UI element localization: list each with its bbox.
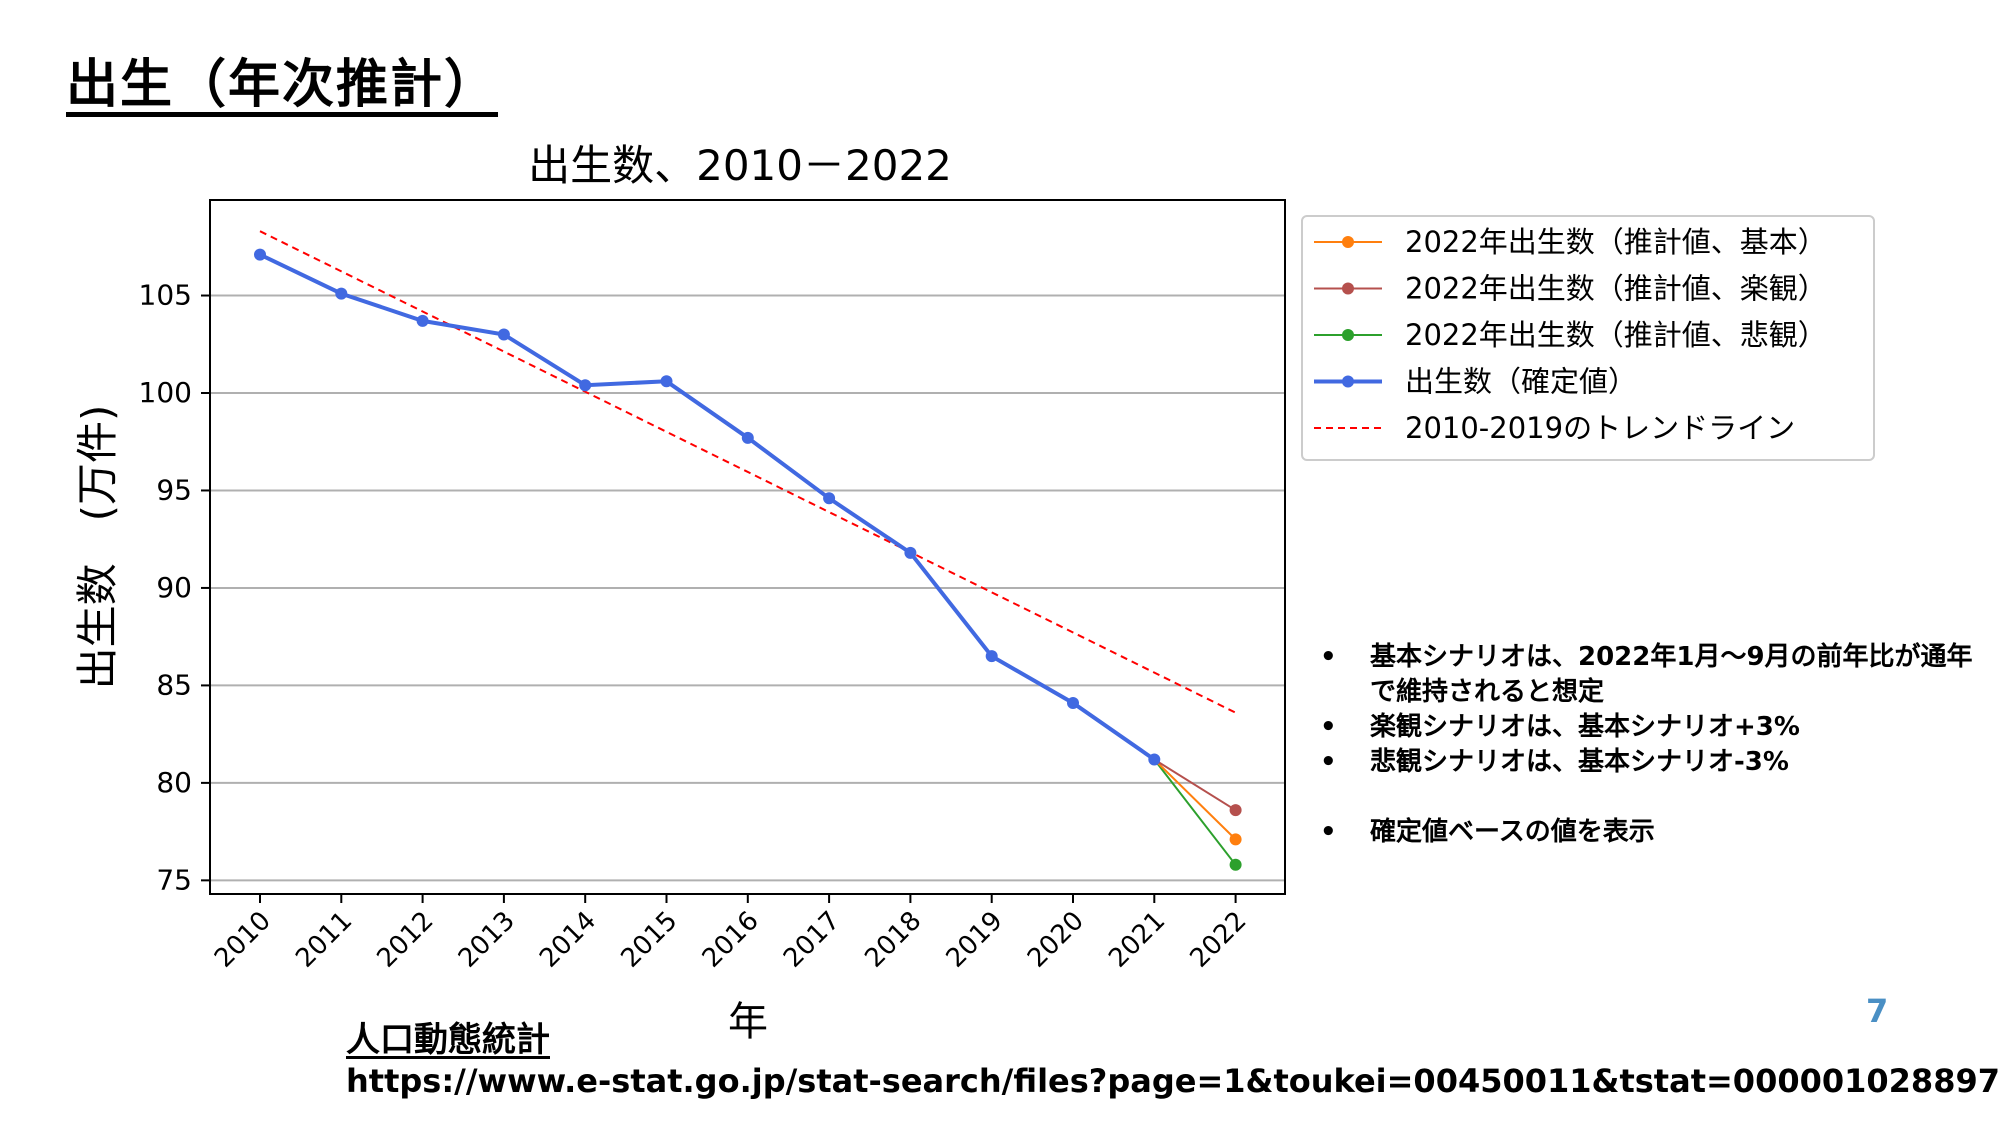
- x-tick-label: 2013: [453, 906, 521, 974]
- data-point: [335, 287, 348, 300]
- series-line: [1153, 758, 1237, 841]
- x-tick-label: 2015: [615, 906, 683, 974]
- note-confirmed-values: 確定値ベースの値を表示: [1320, 815, 1980, 850]
- series-line: [259, 252, 1156, 762]
- y-tick-label: 75: [156, 863, 192, 896]
- legend-marker: [1342, 329, 1354, 341]
- legend-label: 2022年出生数（推計値、悲観）: [1405, 318, 1827, 352]
- x-tick-label: 2017: [778, 906, 846, 974]
- data-point: [1148, 753, 1161, 766]
- source-title: 人口動態統計: [346, 1020, 550, 1060]
- legend: 2022年出生数（推計値、基本） 2022年出生数（推計値、楽観） 2022年出生数…: [1301, 215, 1875, 461]
- x-axis-ticks: 2010 2011 2012 2013 2014 2015 2016 2017 2018 2019…: [209, 894, 1253, 974]
- data-point: [823, 492, 836, 505]
- x-tick-label: 2011: [290, 906, 358, 974]
- x-tick-label: 2014: [534, 906, 602, 974]
- y-tick-label: 80: [156, 766, 192, 799]
- x-axis-label: 年: [728, 999, 768, 1045]
- x-tick-label: 2022: [1185, 906, 1253, 974]
- chart-title: 出生数、2010－2022: [528, 141, 952, 190]
- legend-marker: [1342, 375, 1354, 388]
- x-tick-label: 2021: [1103, 906, 1171, 974]
- x-tick-label: 2020: [1022, 906, 1090, 974]
- series-line: [259, 230, 1237, 714]
- data-point: [497, 328, 510, 341]
- x-tick-label: 2016: [697, 906, 765, 974]
- data-point: [1229, 833, 1242, 846]
- legend-frame: [1301, 215, 1875, 461]
- y-tick-label: 85: [156, 668, 192, 701]
- x-tick-label: 2019: [941, 906, 1009, 974]
- y-axis-ticks: 75 80 85 90 95 100 105: [139, 279, 210, 896]
- legend-label: 2022年出生数（推計値、楽観）: [1405, 272, 1827, 306]
- scenario-notes: 基本シナリオは、2022年1月～9月の前年比が通年で維持されると想定 楽観シナリ…: [1320, 640, 1980, 850]
- plot-area: [210, 200, 1285, 894]
- data-point: [1229, 804, 1242, 817]
- legend-marker: [1342, 236, 1354, 248]
- legend-label: 出生数（確定値）: [1405, 365, 1637, 399]
- data-point: [985, 650, 998, 663]
- data-point: [416, 314, 429, 327]
- x-tick-label: 2012: [372, 906, 440, 974]
- data-point: [1067, 696, 1079, 709]
- data-point: [741, 431, 754, 444]
- series-layer: [254, 230, 1242, 871]
- x-tick-label: 2010: [209, 906, 277, 974]
- note-optimistic-scenario: 楽観シナリオは、基本シナリオ+3%: [1320, 710, 1980, 745]
- y-tick-label: 95: [156, 473, 192, 506]
- data-point: [660, 375, 673, 388]
- gridlines: [210, 294, 1285, 882]
- data-point: [579, 379, 592, 392]
- plot-frame: [209, 199, 1286, 895]
- series-line: [1153, 758, 1237, 866]
- legend-label: 2010-2019のトレンドライン: [1405, 411, 1795, 445]
- y-tick-label: 100: [139, 376, 192, 409]
- y-axis-label: 出生数 (万件): [73, 405, 122, 690]
- y-tick-label: 90: [156, 571, 192, 604]
- page-number: 7: [1866, 992, 1889, 1030]
- source-url[interactable]: https://www.e-stat.go.jp/stat-search/fil…: [346, 1062, 2000, 1100]
- note-basic-scenario: 基本シナリオは、2022年1月～9月の前年比が通年で維持されると想定: [1320, 640, 1980, 710]
- slide-title: 出生（年次推計）: [66, 55, 499, 115]
- x-tick-label: 2018: [859, 906, 927, 974]
- series-line: [1153, 758, 1237, 812]
- legend-label: 2022年出生数（推計値、基本）: [1405, 225, 1827, 259]
- note-pessimistic-scenario: 悲観シナリオは、基本シナリオ-3%: [1320, 745, 1980, 780]
- data-point: [1229, 858, 1242, 871]
- y-tick-label: 105: [139, 279, 192, 312]
- legend-marker: [1342, 282, 1354, 295]
- data-point: [904, 546, 917, 559]
- data-point: [254, 248, 266, 261]
